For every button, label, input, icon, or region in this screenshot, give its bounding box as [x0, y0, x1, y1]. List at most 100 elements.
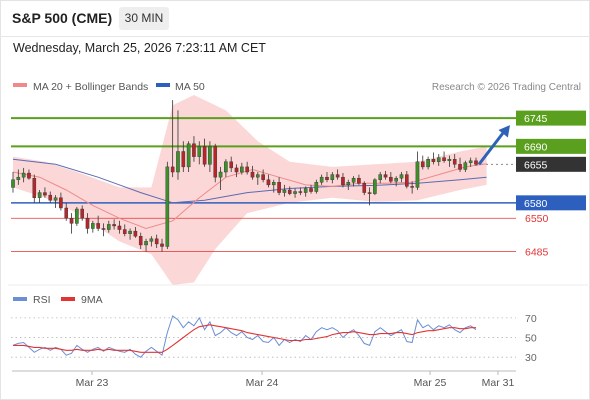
rsi-line — [12, 315, 477, 358]
rsi-tick-30: 30 — [525, 352, 537, 364]
candle-body — [59, 197, 63, 209]
candle-body — [474, 160, 478, 165]
candle-body — [192, 143, 196, 157]
candle-body — [213, 146, 218, 178]
candle-body — [112, 224, 116, 227]
timeframe-badge[interactable]: 30 MIN — [119, 7, 169, 30]
candle-body — [266, 179, 271, 186]
bollinger-band-area — [13, 95, 487, 285]
candle-body — [250, 171, 255, 178]
candle-body — [128, 230, 132, 234]
credit-text: Research © 2026 Trading Central — [432, 82, 581, 93]
candle-body — [202, 146, 207, 165]
candle-body — [138, 236, 143, 246]
candle-body — [181, 151, 186, 168]
candle-body — [234, 167, 239, 173]
candle-body — [32, 177, 37, 198]
projection-arrow — [477, 125, 510, 166]
candle-body — [271, 182, 276, 186]
rsi-ma-line — [13, 324, 476, 353]
candle-body — [170, 166, 175, 173]
candle-body — [463, 162, 468, 170]
candle-body — [341, 176, 345, 186]
candle-body — [447, 158, 452, 161]
candle-body — [160, 243, 164, 247]
candle-body — [420, 161, 425, 168]
candle-body — [165, 166, 170, 247]
candle-body — [330, 174, 335, 180]
rsi-tick-70: 70 — [525, 313, 537, 325]
candle-body — [106, 224, 111, 230]
level-tag-6580 — [516, 195, 586, 211]
level-tag-6690 — [516, 138, 586, 154]
level-label-6655: 6655 — [524, 159, 548, 171]
rsi-panel: 70 50 30 — [11, 313, 537, 364]
candle-body — [298, 191, 303, 193]
candle-body — [282, 189, 287, 193]
candle-body — [383, 174, 388, 178]
candle-body — [101, 228, 106, 230]
ma20-legend-label: MA 20 + Bollinger Bands — [33, 81, 148, 93]
ma9-legend-label: 9MA — [81, 294, 103, 306]
level-tag-6745 — [516, 110, 586, 126]
candle-body — [16, 176, 21, 180]
rsi-legend-label: RSI — [33, 294, 51, 306]
candlesticks — [11, 100, 478, 252]
candle-body — [21, 172, 26, 178]
candle-body — [287, 189, 292, 194]
ma20-legend-swatch — [13, 83, 27, 87]
level-label-6580: 6580 — [524, 198, 548, 210]
candle-body — [309, 188, 313, 192]
candle-body — [27, 172, 31, 179]
candle-body — [277, 182, 281, 193]
candle-body — [468, 160, 473, 163]
candle-body — [351, 177, 356, 183]
candle-body — [11, 179, 15, 188]
level-label-6550: 6550 — [525, 213, 549, 225]
candle-body — [399, 174, 404, 179]
candle-body — [314, 182, 319, 192]
price-legend: MA 20 + Bollinger Bands MA 50 Research ©… — [13, 81, 581, 93]
candle-body — [303, 188, 308, 193]
candle-body — [91, 223, 95, 229]
candle-body — [69, 218, 74, 224]
candle-body — [452, 158, 457, 165]
candle-body — [144, 241, 148, 246]
candle-body — [357, 177, 361, 184]
candle-body — [362, 183, 367, 193]
candle-body — [133, 230, 138, 237]
candle-body — [373, 179, 377, 194]
instrument-title: S&P 500 (CME) — [12, 10, 113, 26]
candle-body — [261, 174, 265, 180]
candle-body — [389, 176, 393, 182]
rsi-legend: RSI 9MA — [13, 294, 103, 306]
candle-body — [122, 229, 127, 234]
level-tag-6655 — [516, 156, 586, 172]
chart-header: S&P 500 (CME) 30 MIN — [0, 0, 590, 37]
candle-body — [37, 192, 42, 198]
candle-body — [319, 176, 324, 183]
candle-body — [64, 207, 69, 219]
x-tick-label: Mar 23 — [76, 377, 109, 389]
candle-body — [149, 238, 154, 242]
bollinger-bands — [13, 95, 487, 285]
timestamp: Wednesday, March 25, 2026 7:23:11 AM CET — [13, 41, 266, 55]
candle-body — [436, 157, 441, 162]
candle-body — [96, 223, 100, 229]
candle-body — [405, 174, 409, 187]
candle-body — [176, 151, 180, 173]
candle-body — [256, 174, 260, 178]
ma50-legend-label: MA 50 — [175, 81, 205, 93]
x-tick-label: Mar 25 — [414, 377, 447, 389]
level-label-6690: 6690 — [524, 141, 548, 153]
projection-arrowhead — [498, 125, 510, 138]
candle-body — [410, 186, 414, 188]
x-tick-label: Mar 24 — [246, 377, 279, 389]
candle-body — [48, 194, 53, 201]
candle-body — [197, 146, 202, 157]
candle-body — [208, 146, 212, 165]
price-levels — [11, 117, 516, 253]
time-axis: Mar 23 Mar 24 Mar 25 Mar 31 — [76, 371, 514, 389]
candle-body — [75, 208, 79, 224]
